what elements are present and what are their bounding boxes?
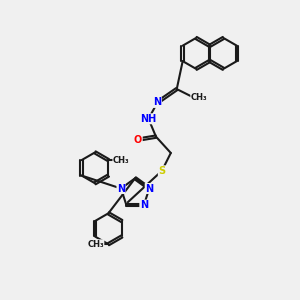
Text: CH₃: CH₃: [191, 94, 207, 103]
Text: NH: NH: [140, 114, 157, 124]
Text: O: O: [134, 135, 142, 145]
Text: N: N: [145, 184, 153, 194]
Text: N: N: [117, 184, 125, 194]
Text: CH₃: CH₃: [113, 156, 130, 165]
Text: CH₃: CH₃: [87, 240, 104, 249]
Text: N: N: [140, 200, 148, 210]
Text: S: S: [158, 166, 166, 176]
Text: N: N: [153, 98, 161, 107]
